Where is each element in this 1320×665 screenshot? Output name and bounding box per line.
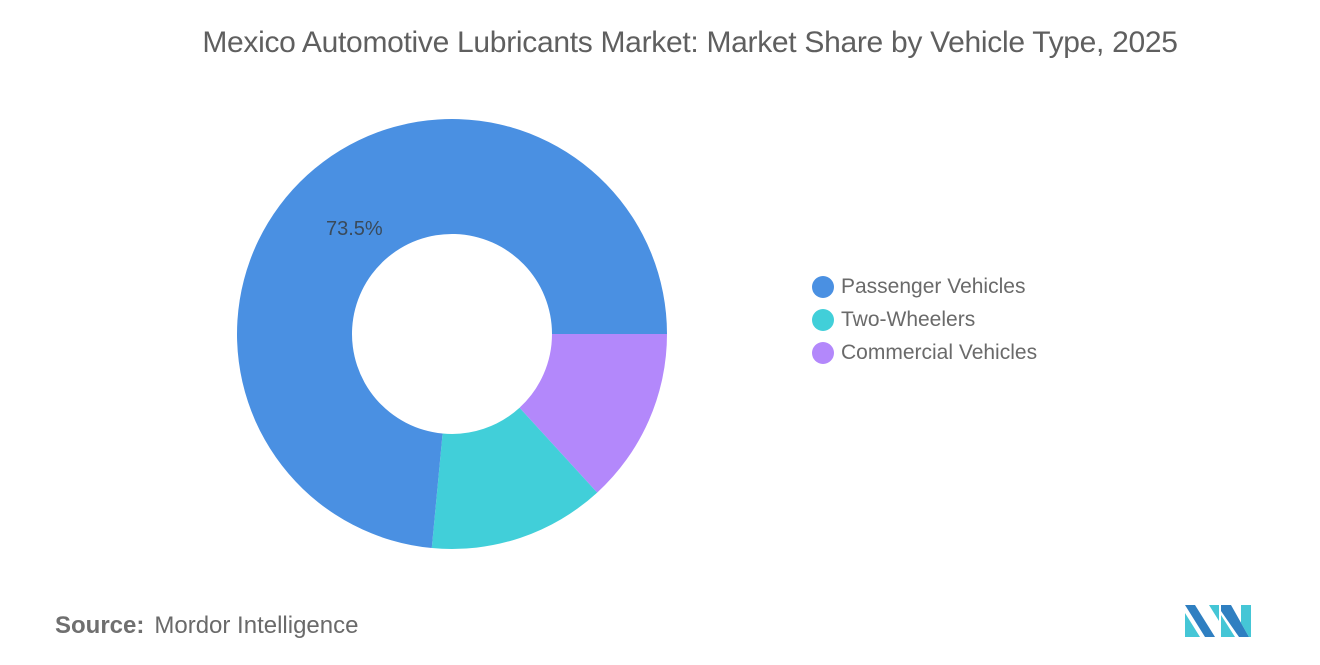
legend-dot-icon: [812, 308, 834, 331]
chart-title: Mexico Automotive Lubricants Market: Mar…: [202, 26, 1178, 59]
legend-dot-icon: [812, 341, 834, 364]
source-key: Source:: [55, 612, 145, 639]
legend-label: Passenger Vehicles: [841, 274, 1026, 298]
source-footer: Source: Mordor Intelligence: [55, 612, 358, 640]
legend: Passenger Vehicles Two-Wheelers Commerci…: [812, 270, 1037, 369]
legend-item-two-wheelers[interactable]: Two-Wheelers: [812, 303, 1037, 336]
legend-label: Two-Wheelers: [841, 307, 976, 331]
legend-item-passenger-vehicles[interactable]: Passenger Vehicles: [812, 270, 1037, 303]
source-value: Mordor Intelligence: [154, 612, 359, 639]
slice-label-passenger-vehicles: 73.5%: [326, 218, 383, 240]
slice-two-wheelers[interactable]: [431, 407, 598, 549]
legend-label: Commercial Vehicles: [841, 340, 1038, 364]
slice-commercial-vehicles[interactable]: [519, 334, 667, 493]
legend-dot-icon: [812, 275, 834, 298]
donut-slices: [237, 118, 667, 549]
mordor-intelligence-logo-icon: [1185, 605, 1251, 637]
legend-item-commercial-vehicles[interactable]: Commercial Vehicles: [812, 336, 1037, 369]
slice-passenger-vehicles[interactable]: [237, 118, 667, 549]
